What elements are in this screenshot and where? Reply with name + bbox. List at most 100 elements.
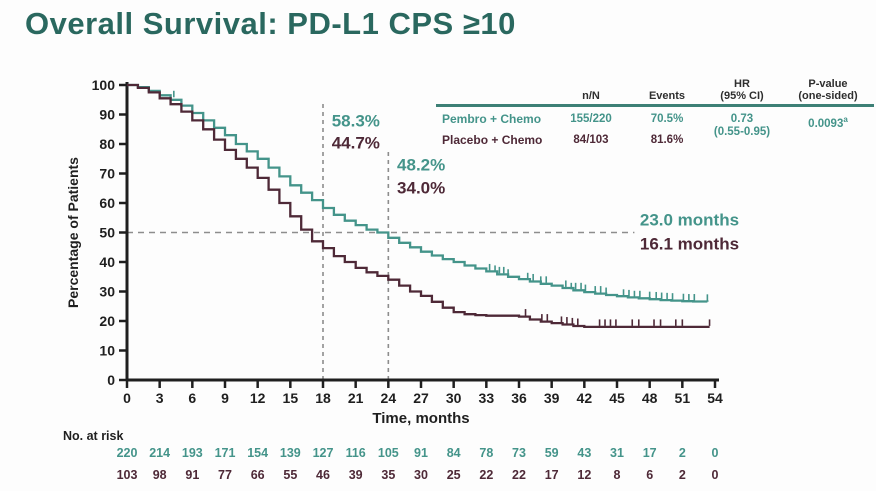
row-placebo-label: Placebo + Chemo bbox=[442, 133, 543, 147]
header-hr-line2: (95% CI) bbox=[720, 90, 764, 102]
annotation-58-3-: 58.3% bbox=[332, 111, 380, 130]
row-placebo-nn: 84/103 bbox=[573, 134, 609, 146]
x-tick-label: 18 bbox=[315, 390, 331, 406]
x-tick-label: 48 bbox=[642, 390, 658, 406]
x-tick-label: 3 bbox=[156, 390, 164, 406]
summary-header-nn: n/N bbox=[552, 72, 630, 102]
risk-value-maroon: 39 bbox=[349, 468, 363, 482]
x-tick-label: 51 bbox=[675, 390, 691, 406]
pvalue-cell: 0.0093a bbox=[780, 109, 876, 151]
pvalue-value: 0.0093a bbox=[808, 113, 848, 131]
row-pembro-events: 70.5% bbox=[650, 113, 684, 125]
y-tick-label: 80 bbox=[99, 136, 115, 152]
annotation-16-1-months: 16.1 months bbox=[640, 234, 739, 253]
risk-value-maroon: 0 bbox=[712, 468, 719, 482]
x-tick-label: 33 bbox=[479, 390, 495, 406]
row-pembro-nn: 155/220 bbox=[570, 113, 612, 125]
risk-value-maroon: 103 bbox=[117, 468, 138, 482]
risk-value-maroon: 2 bbox=[679, 468, 686, 482]
y-tick-label: 30 bbox=[99, 284, 115, 300]
risk-value-teal: 91 bbox=[414, 446, 428, 460]
x-tick-label: 15 bbox=[283, 390, 299, 406]
risk-value-teal: 127 bbox=[313, 446, 334, 460]
risk-value-teal: 2 bbox=[679, 446, 686, 460]
row-placebo-events: 81.6% bbox=[650, 134, 684, 146]
x-tick-label: 54 bbox=[707, 390, 723, 406]
risk-value-maroon: 35 bbox=[381, 468, 395, 482]
risk-value-teal: 0 bbox=[712, 446, 719, 460]
risk-value-maroon: 98 bbox=[153, 468, 167, 482]
risk-value-teal: 116 bbox=[346, 446, 366, 460]
risk-value-teal: 220 bbox=[117, 446, 138, 460]
header-nn-line1: n/N bbox=[582, 90, 600, 102]
header-pvalue-line2: (one-sided) bbox=[798, 90, 858, 102]
row-pembro-label: Pembro + Chemo bbox=[442, 112, 542, 126]
x-tick-label: 12 bbox=[250, 390, 266, 406]
y-tick-label: 20 bbox=[99, 313, 115, 329]
y-tick-label: 100 bbox=[92, 77, 116, 93]
risk-value-maroon: 8 bbox=[614, 468, 621, 482]
x-tick-label: 6 bbox=[188, 390, 196, 406]
y-axis-title: Percentage of Patients bbox=[65, 157, 81, 308]
hr-cell: 0.73 (0.55-0.95) bbox=[704, 109, 780, 151]
y-tick-label: 50 bbox=[99, 225, 115, 241]
risk-value-maroon: 46 bbox=[316, 468, 330, 482]
risk-value-teal: 17 bbox=[643, 446, 657, 460]
annotation-44-7-: 44.7% bbox=[332, 133, 380, 152]
risk-value-maroon: 22 bbox=[479, 468, 493, 482]
risk-value-maroon: 17 bbox=[545, 468, 559, 482]
x-tick-label: 0 bbox=[123, 390, 131, 406]
x-axis-title: Time, months bbox=[372, 410, 469, 427]
y-tick-label: 90 bbox=[99, 107, 115, 123]
survival-curve-maroon bbox=[127, 83, 710, 329]
risk-table-label: No. at risk bbox=[63, 429, 123, 443]
hr-value: 0.73 bbox=[730, 113, 754, 125]
risk-value-teal: 193 bbox=[182, 446, 203, 460]
risk-value-teal: 154 bbox=[247, 446, 268, 460]
risk-value-teal: 214 bbox=[149, 446, 170, 460]
summary-header-pvalue: P-value (one-sided) bbox=[780, 72, 876, 102]
x-tick-label: 24 bbox=[381, 390, 397, 406]
risk-value-maroon: 12 bbox=[577, 468, 591, 482]
annotation-34-0-: 34.0% bbox=[397, 178, 445, 197]
risk-value-teal: 59 bbox=[545, 446, 559, 460]
risk-value-maroon: 30 bbox=[414, 468, 428, 482]
survival-curve-teal bbox=[127, 83, 709, 303]
summary-header-events: Events bbox=[630, 72, 704, 102]
hr-ci: (0.55-0.95) bbox=[713, 126, 771, 138]
risk-value-maroon: 25 bbox=[447, 468, 461, 482]
header-hr-line1: HR bbox=[734, 78, 750, 90]
y-tick-label: 70 bbox=[99, 166, 115, 182]
risk-value-teal: 43 bbox=[577, 446, 591, 460]
risk-value-teal: 171 bbox=[215, 446, 236, 460]
risk-value-maroon: 66 bbox=[251, 468, 265, 482]
risk-value-teal: 84 bbox=[447, 446, 461, 460]
y-tick-label: 10 bbox=[99, 343, 115, 359]
y-tick-label: 0 bbox=[107, 372, 115, 388]
x-tick-label: 42 bbox=[577, 390, 593, 406]
x-tick-label: 30 bbox=[446, 390, 462, 406]
y-tick-label: 60 bbox=[99, 195, 115, 211]
x-tick-label: 39 bbox=[544, 390, 560, 406]
summary-header-spacer bbox=[430, 72, 552, 102]
header-events-line1: Events bbox=[648, 90, 686, 102]
risk-value-maroon: 6 bbox=[646, 468, 653, 482]
page-title: Overall Survival: PD-L1 CPS ≥10 bbox=[25, 6, 516, 41]
x-tick-label: 27 bbox=[413, 390, 429, 406]
risk-value-teal: 31 bbox=[610, 446, 624, 460]
risk-value-maroon: 77 bbox=[218, 468, 232, 482]
risk-value-maroon: 55 bbox=[283, 468, 297, 482]
pvalue-number: 0.0093 bbox=[808, 117, 844, 130]
risk-value-maroon: 91 bbox=[185, 468, 199, 482]
summary-table-rule bbox=[436, 104, 874, 107]
annotation-23-0-months: 23.0 months bbox=[640, 211, 739, 230]
risk-value-teal: 139 bbox=[280, 446, 301, 460]
pvalue-footnote-marker: a bbox=[843, 115, 848, 124]
x-tick-label: 9 bbox=[221, 390, 229, 406]
risk-value-maroon: 22 bbox=[512, 468, 526, 482]
header-pvalue-line1: P-value bbox=[808, 78, 848, 90]
risk-value-teal: 78 bbox=[479, 446, 493, 460]
annotation-48-2-: 48.2% bbox=[397, 156, 445, 175]
risk-value-teal: 105 bbox=[378, 446, 399, 460]
